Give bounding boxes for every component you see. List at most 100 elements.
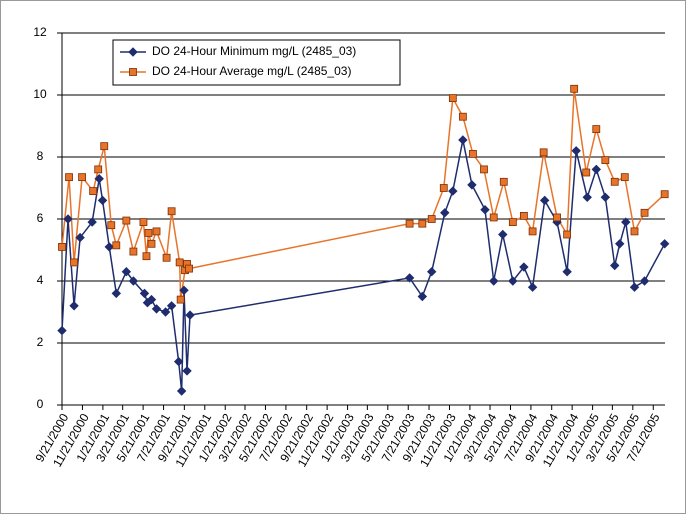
data-point <box>458 112 467 121</box>
y-tick-label: 6 <box>37 211 44 225</box>
data-point <box>107 221 116 230</box>
data-point <box>601 156 610 165</box>
data-point <box>404 273 415 283</box>
data-point <box>129 247 138 256</box>
data-point <box>539 148 548 157</box>
data-point <box>89 187 98 196</box>
data-point <box>448 186 458 196</box>
data-point <box>582 192 592 203</box>
legend-marker <box>129 68 137 76</box>
y-tick-label: 10 <box>33 87 47 101</box>
legend-marker <box>128 47 138 57</box>
data-point <box>630 227 639 236</box>
data-point <box>489 276 499 286</box>
y-tick-label: 0 <box>37 397 44 411</box>
legend-label: DO 24-Hour Minimum mg/L (2485_03) <box>152 44 356 58</box>
data-point <box>610 260 620 271</box>
data-point <box>139 218 148 227</box>
data-point <box>489 213 498 222</box>
data-point <box>142 252 151 261</box>
data-point <box>467 180 477 190</box>
data-point <box>440 208 450 218</box>
data-point <box>405 219 414 228</box>
data-point <box>417 291 428 302</box>
legend: DO 24-Hour Minimum mg/L (2485_03) DO 24-H… <box>112 39 401 86</box>
data-point <box>128 276 139 286</box>
data-point <box>94 165 103 174</box>
data-point <box>111 288 122 299</box>
legend-box <box>112 39 401 86</box>
data-point <box>660 190 669 199</box>
data-point <box>94 173 104 184</box>
data-point <box>63 214 73 224</box>
data-point <box>167 207 176 216</box>
data-point <box>176 386 187 396</box>
data-point <box>121 266 132 277</box>
data-point <box>185 310 195 320</box>
data-point <box>152 227 161 236</box>
data-point <box>69 301 79 311</box>
data-point <box>448 94 457 102</box>
data-point <box>519 211 528 220</box>
data-point <box>100 142 109 151</box>
data-point <box>144 229 153 237</box>
data-point <box>166 301 177 311</box>
data-point <box>528 227 537 236</box>
data-point <box>621 217 631 227</box>
data-point <box>439 184 448 192</box>
data-point <box>553 213 561 222</box>
data-point <box>600 192 611 203</box>
data-point <box>97 195 108 206</box>
y-tick-label: 8 <box>37 149 44 163</box>
data-point <box>179 285 189 296</box>
data-point <box>418 219 427 228</box>
data-point <box>182 366 192 376</box>
series-line <box>61 139 666 392</box>
data-point <box>562 266 572 277</box>
data-point <box>539 195 550 206</box>
legend-label: DO 24-Hour Average mg/L (2485_03) <box>152 64 351 78</box>
data-point <box>58 242 66 251</box>
y-tick-label: 2 <box>37 335 44 349</box>
data-point <box>175 258 184 267</box>
data-point <box>508 218 517 227</box>
y-tick-label: 4 <box>37 273 44 287</box>
data-point <box>480 165 488 174</box>
data-point <box>75 232 85 243</box>
data-point <box>615 239 625 249</box>
data-point <box>173 356 184 367</box>
data-point <box>571 146 581 156</box>
data-point <box>122 216 131 225</box>
data-point <box>592 125 601 133</box>
data-point <box>659 239 670 249</box>
data-point <box>57 325 67 336</box>
data-point <box>519 262 529 272</box>
data-point <box>570 84 579 93</box>
data-point <box>563 230 572 239</box>
data-point <box>480 204 490 215</box>
data-point <box>469 149 477 158</box>
data-point <box>87 217 97 227</box>
y-tick-label: 12 <box>33 25 47 39</box>
data-point <box>498 229 508 240</box>
data-point <box>458 135 468 145</box>
data-point <box>427 215 436 223</box>
data-point <box>65 173 73 182</box>
data-point <box>185 264 193 273</box>
data-point <box>508 276 518 286</box>
data-point <box>112 241 121 250</box>
data-point <box>629 282 640 292</box>
data-point <box>146 294 157 305</box>
data-point <box>582 168 591 177</box>
data-point <box>176 295 185 304</box>
data-point <box>591 164 601 175</box>
data-point <box>160 307 171 317</box>
data-point <box>104 242 114 252</box>
data-point <box>78 173 87 182</box>
data-point <box>527 282 538 292</box>
data-point <box>147 239 156 248</box>
data-point <box>139 288 150 299</box>
data-point <box>427 266 437 277</box>
data-point <box>151 304 162 314</box>
